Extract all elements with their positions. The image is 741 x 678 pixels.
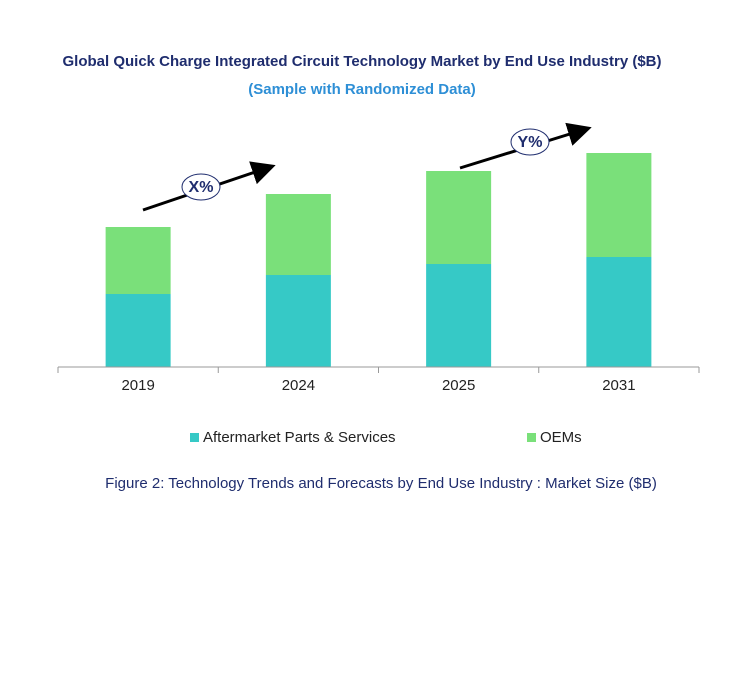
bar-segment xyxy=(426,171,492,264)
annotation-bubble xyxy=(510,128,550,156)
legend-label: OEMs xyxy=(540,429,582,446)
bar-segment xyxy=(586,153,652,257)
bar-segment xyxy=(265,275,331,367)
annotation-bubble xyxy=(181,173,221,201)
legend-swatch xyxy=(527,433,536,442)
bar-segment xyxy=(265,194,331,275)
legend-swatch xyxy=(190,433,199,442)
x-tick-label: 2031 xyxy=(602,377,635,394)
caption: Figure 2: Technology Trends and Forecast… xyxy=(105,475,657,492)
x-tick-label: 2025 xyxy=(442,377,475,394)
annotation: X% xyxy=(189,179,214,196)
x-tick-label: 2024 xyxy=(282,377,315,394)
legend-label: Aftermarket Parts & Services xyxy=(203,429,396,446)
bar-segment xyxy=(426,264,492,367)
x-tick-label: 2019 xyxy=(121,377,154,394)
bar-segment xyxy=(586,257,652,367)
bar-segment xyxy=(105,294,171,367)
bar-segment xyxy=(105,227,171,294)
chart-title: Global Quick Charge Integrated Circuit T… xyxy=(63,53,662,70)
annotation: Y% xyxy=(518,134,543,151)
chart-subtitle: (Sample with Randomized Data) xyxy=(248,81,476,98)
